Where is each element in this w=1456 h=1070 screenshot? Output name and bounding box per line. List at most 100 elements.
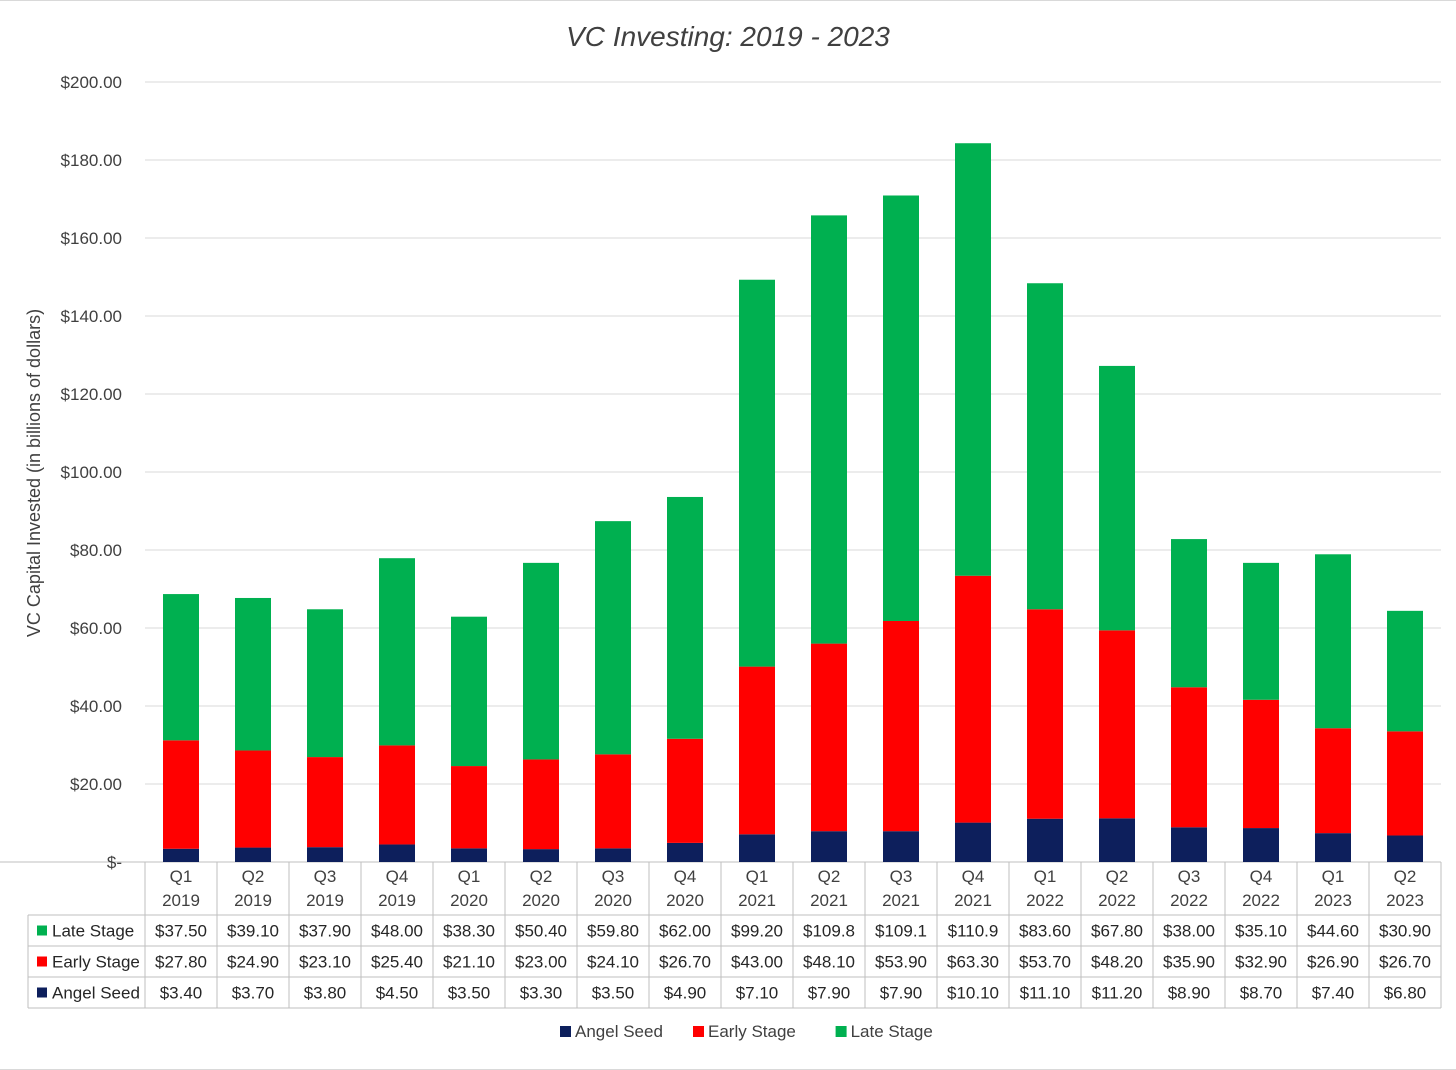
bar-late-stage-11 <box>955 143 991 576</box>
legend-swatch <box>693 1026 704 1037</box>
table-cell: $3.80 <box>304 984 347 1003</box>
y-tick-label: $20.00 <box>70 775 122 794</box>
table-cell: $25.40 <box>371 953 423 972</box>
bar-angel-seed-9 <box>811 831 847 862</box>
bar-early-stage-8 <box>739 666 775 835</box>
legend-swatch <box>560 1026 571 1037</box>
bars <box>163 143 1423 862</box>
bar-early-stage-4 <box>451 766 487 849</box>
bar-angel-seed-5 <box>523 849 559 862</box>
x-tick-year: 2019 <box>162 891 200 910</box>
table-cell: $11.20 <box>1092 984 1143 1003</box>
table-cell: $30.90 <box>1379 922 1431 941</box>
table-cell: $38.00 <box>1163 922 1215 941</box>
table-cell: $4.90 <box>664 984 707 1003</box>
chart-title: VC Investing: 2019 - 2023 <box>566 21 890 52</box>
bar-angel-seed-17 <box>1387 835 1423 862</box>
bar-angel-seed-12 <box>1027 818 1063 862</box>
table-cell: $3.40 <box>160 984 203 1003</box>
table-cell: $21.10 <box>443 953 495 972</box>
table-cell: $6.80 <box>1384 984 1427 1003</box>
bar-late-stage-2 <box>307 609 343 758</box>
table-cell: $26.70 <box>659 953 711 972</box>
bar-angel-seed-16 <box>1315 833 1351 862</box>
bar-angel-seed-1 <box>235 847 271 862</box>
table-row-label: Late Stage <box>52 922 134 941</box>
x-tick-year: 2022 <box>1026 891 1064 910</box>
bar-early-stage-5 <box>523 759 559 850</box>
x-tick-year: 2023 <box>1386 891 1424 910</box>
table-cell: $110.9 <box>948 922 999 941</box>
bar-angel-seed-3 <box>379 844 415 862</box>
table-cell: $23.00 <box>515 953 567 972</box>
table-cell: $3.50 <box>448 984 491 1003</box>
y-tick-label: $160.00 <box>61 229 122 248</box>
bar-early-stage-11 <box>955 575 991 823</box>
x-tick-year: 2020 <box>522 891 560 910</box>
table-row-label: Early Stage <box>52 953 140 972</box>
x-tick-year: 2022 <box>1242 891 1280 910</box>
bar-angel-seed-11 <box>955 822 991 862</box>
bar-early-stage-3 <box>379 745 415 845</box>
table-cell: $35.90 <box>1163 953 1215 972</box>
bar-angel-seed-15 <box>1243 828 1279 862</box>
x-tick-year: 2021 <box>954 891 992 910</box>
bar-late-stage-14 <box>1171 539 1207 688</box>
bar-angel-seed-10 <box>883 831 919 862</box>
x-tick-quarter: Q1 <box>1034 867 1057 886</box>
y-tick-label: $140.00 <box>61 307 122 326</box>
x-tick-quarter: Q1 <box>458 867 481 886</box>
bar-late-stage-17 <box>1387 610 1423 732</box>
table-legend-swatch <box>37 956 47 967</box>
bar-early-stage-13 <box>1099 630 1135 819</box>
table-cell: $48.20 <box>1091 953 1143 972</box>
table-cell: $53.70 <box>1019 953 1071 972</box>
table-cell: $53.90 <box>875 953 927 972</box>
x-tick-year: 2021 <box>882 891 920 910</box>
x-tick-year: 2019 <box>306 891 344 910</box>
x-tick-quarter: Q1 <box>746 867 769 886</box>
bar-angel-seed-6 <box>595 848 631 862</box>
table-cell: $7.40 <box>1312 984 1355 1003</box>
y-tick-label: $100.00 <box>61 463 122 482</box>
table-cell: $48.10 <box>803 953 855 972</box>
bar-late-stage-7 <box>667 496 703 739</box>
x-tick-quarter: Q3 <box>1178 867 1201 886</box>
bar-angel-seed-4 <box>451 848 487 862</box>
bar-late-stage-1 <box>235 597 271 751</box>
x-tick-quarter: Q3 <box>314 867 337 886</box>
bar-late-stage-5 <box>523 562 559 760</box>
legend: Angel Seed Early Stage Late Stage <box>560 1022 933 1041</box>
table-row-label: Angel Seed <box>52 984 140 1003</box>
bar-late-stage-10 <box>883 195 919 621</box>
bar-early-stage-12 <box>1027 609 1063 819</box>
table-cell: $26.90 <box>1307 953 1359 972</box>
table-legend-swatch <box>37 987 47 998</box>
bar-late-stage-4 <box>451 616 487 767</box>
bar-late-stage-0 <box>163 594 199 741</box>
table-cell: $109.8 <box>803 922 855 941</box>
bar-late-stage-3 <box>379 558 415 746</box>
table-cell: $10.10 <box>947 984 999 1003</box>
table-cell: $50.40 <box>515 922 567 941</box>
x-tick-year: 2020 <box>666 891 704 910</box>
bar-early-stage-15 <box>1243 699 1279 829</box>
bar-early-stage-2 <box>307 757 343 848</box>
table-cell: $32.90 <box>1235 953 1287 972</box>
bar-early-stage-16 <box>1315 728 1351 834</box>
y-tick-label: $200.00 <box>61 73 122 92</box>
bar-early-stage-9 <box>811 643 847 832</box>
table-cell: $44.60 <box>1307 922 1359 941</box>
table-cell: $39.10 <box>227 922 279 941</box>
table-cell: $27.80 <box>155 953 207 972</box>
table-cell: $67.80 <box>1091 922 1143 941</box>
bar-early-stage-0 <box>163 740 199 849</box>
y-axis-ticks: $- $20.00 $40.00 $60.00 $80.00 $100.00 $120.00… <box>61 73 122 872</box>
table-cell: $63.30 <box>947 953 999 972</box>
bar-late-stage-8 <box>739 279 775 667</box>
table-cell: $8.70 <box>1240 984 1283 1003</box>
x-tick-quarter: Q1 <box>1322 867 1345 886</box>
x-tick-year: 2021 <box>810 891 848 910</box>
x-tick-quarter: Q4 <box>386 867 409 886</box>
